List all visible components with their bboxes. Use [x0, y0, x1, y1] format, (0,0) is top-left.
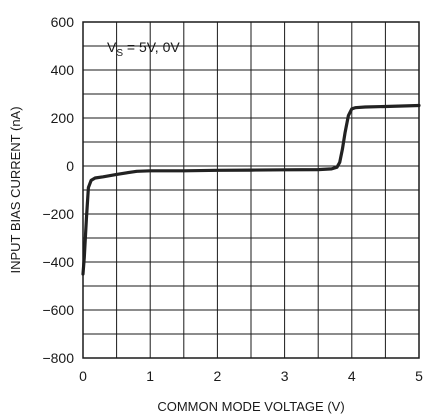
x-tick-label: 5	[415, 368, 423, 384]
y-tick-label: −800	[42, 350, 74, 366]
series-line-1	[81, 103, 421, 276]
y-tick-label: −400	[42, 254, 74, 270]
x-tick-label: 4	[348, 368, 356, 384]
grid	[83, 22, 419, 358]
x-tick-label: 0	[79, 368, 87, 384]
series-group	[81, 103, 421, 276]
y-tick-label: 200	[51, 110, 75, 126]
x-tick-label: 2	[214, 368, 222, 384]
y-tick-label: −200	[42, 206, 74, 222]
x-tick-label: 3	[281, 368, 289, 384]
plot-frame	[82, 21, 420, 359]
annotation-main: V	[107, 39, 117, 55]
annotation-subscript: S	[116, 48, 123, 59]
y-tick-labels: 600 400 200 0 −200 −400 −600 −800	[42, 14, 74, 366]
y-tick-label: −600	[42, 302, 74, 318]
y-tick-label: 400	[51, 62, 75, 78]
y-tick-label: 600	[51, 14, 75, 30]
x-axis-title: COMMON MODE VOLTAGE (V)	[157, 399, 344, 414]
x-tick-label: 1	[146, 368, 154, 384]
annotation-rest: = 5V, 0V	[123, 39, 180, 55]
y-tick-label: 0	[66, 158, 74, 174]
annotation: VS = 5V, 0V	[107, 39, 180, 59]
y-axis-title: INPUT BIAS CURRENT (nA)	[8, 106, 23, 273]
x-tick-labels: 0 1 2 3 4 5	[79, 368, 423, 384]
